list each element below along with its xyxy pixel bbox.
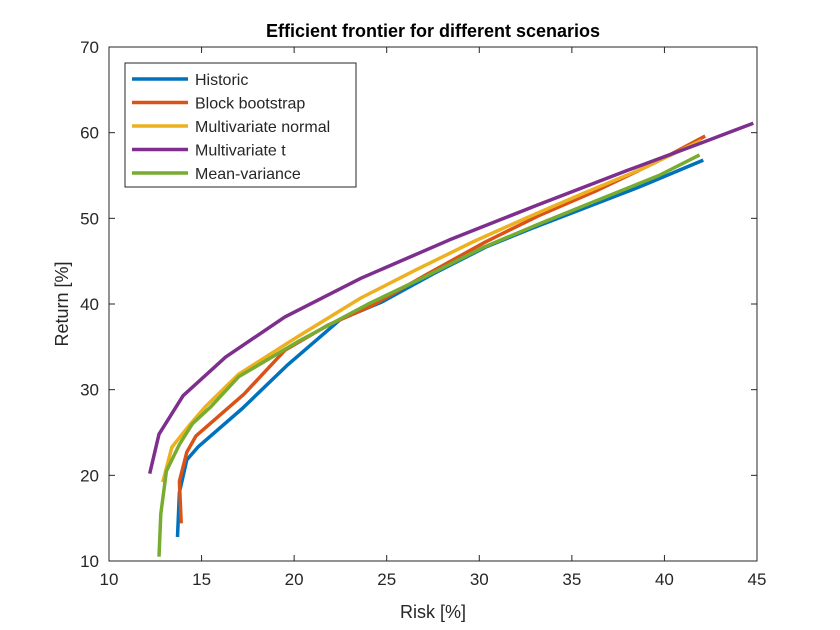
series-line-multivariate-t bbox=[147, 121, 754, 475]
x-tick-label: 10 bbox=[100, 570, 119, 589]
x-tick-label: 30 bbox=[470, 570, 489, 589]
y-axis: 10 20 30 40 50 60 70 bbox=[80, 38, 757, 571]
y-tick-label: 20 bbox=[80, 466, 99, 485]
x-tick-label: 35 bbox=[562, 570, 581, 589]
y-tick-label: 40 bbox=[80, 295, 99, 314]
legend-label-mean-variance: Mean-variance bbox=[195, 166, 301, 183]
x-tick-label: 40 bbox=[655, 570, 674, 589]
y-tick-label: 60 bbox=[80, 124, 99, 143]
legend-label-multivariate-t: Multivariate t bbox=[195, 143, 286, 160]
x-tick-label: 25 bbox=[377, 570, 396, 589]
legend: Historic Block bootstrap Multivariate norm… bbox=[124, 62, 357, 188]
x-tick-label: 15 bbox=[192, 570, 211, 589]
legend-label-block-bootstrap: Block bootstrap bbox=[195, 96, 305, 113]
y-tick-label: 70 bbox=[80, 38, 99, 57]
x-tick-label: 45 bbox=[748, 570, 767, 589]
y-tick-label: 50 bbox=[80, 209, 99, 228]
y-tick-label: 30 bbox=[80, 381, 99, 400]
y-axis-label: Return [%] bbox=[52, 261, 72, 346]
x-tick-label: 20 bbox=[285, 570, 304, 589]
x-axis-label: Risk [%] bbox=[400, 602, 466, 622]
legend-label-historic: Historic bbox=[195, 72, 248, 89]
chart-title: Efficient frontier for different scenari… bbox=[266, 21, 600, 41]
y-tick-label: 10 bbox=[80, 552, 99, 571]
series-line-mean-variance bbox=[157, 153, 701, 557]
series-layer bbox=[147, 121, 754, 557]
x-axis: 10 15 20 25 30 35 40 45 bbox=[100, 47, 767, 589]
legend-label-multivariate-normal: Multivariate normal bbox=[195, 119, 330, 136]
